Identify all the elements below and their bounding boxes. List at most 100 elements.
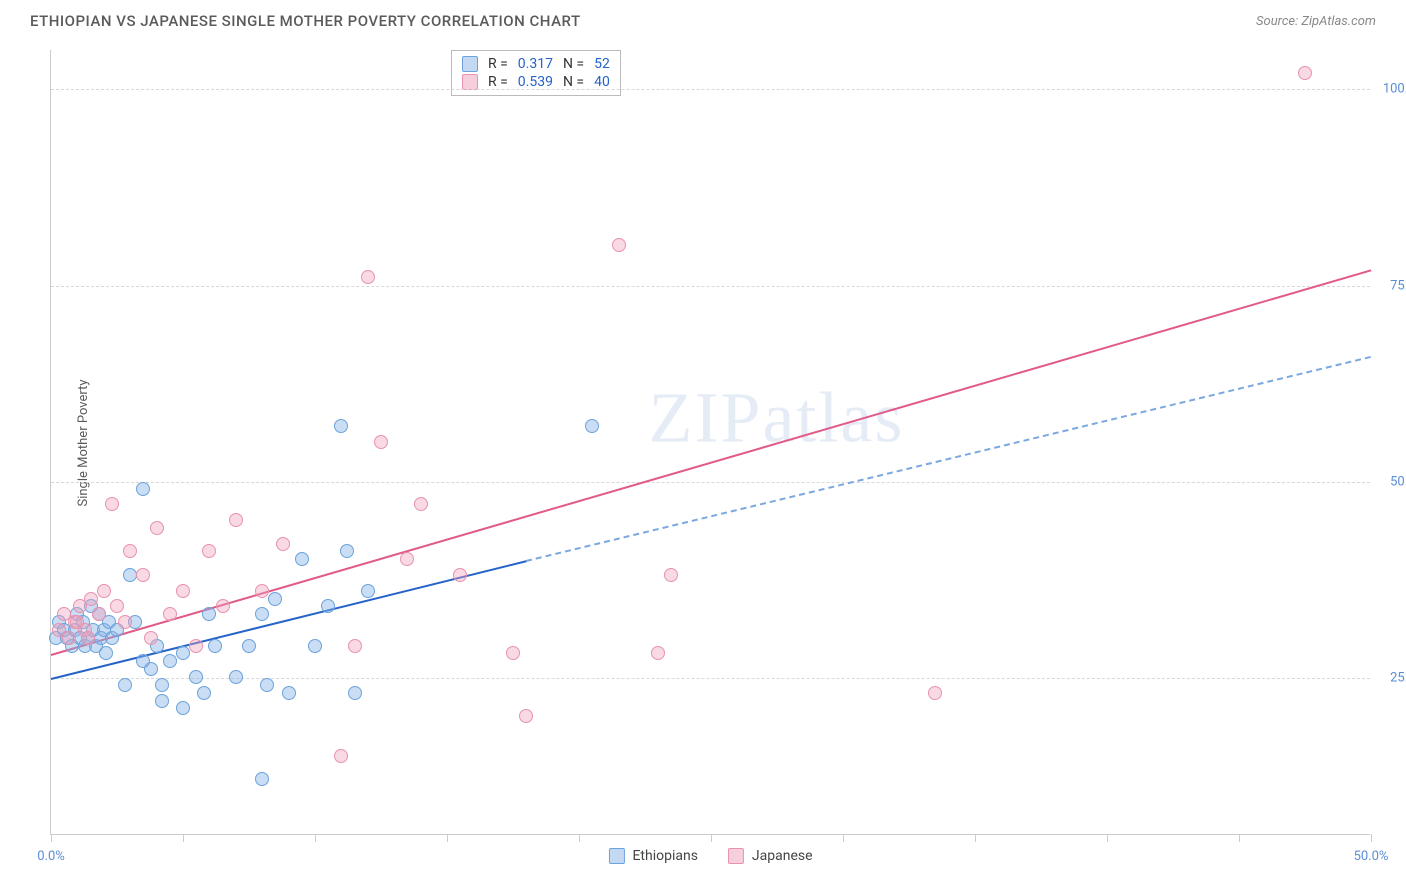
x-tick-label: 0.0% <box>37 849 65 864</box>
scatter-marker <box>176 646 190 660</box>
y-tick-label: 50.0% <box>1390 474 1406 489</box>
scatter-marker <box>176 701 190 715</box>
scatter-marker <box>62 631 76 645</box>
y-tick-label: 100.0% <box>1383 82 1406 97</box>
x-tick <box>447 834 448 842</box>
scatter-marker <box>208 639 222 653</box>
scatter-marker <box>276 537 290 551</box>
scatter-marker <box>340 544 354 558</box>
scatter-marker <box>144 631 158 645</box>
x-tick <box>1239 834 1240 842</box>
scatter-marker <box>1298 66 1312 80</box>
x-tick <box>975 834 976 842</box>
x-tick <box>1371 834 1372 842</box>
swatch-blue-icon <box>462 56 478 72</box>
scatter-marker <box>81 631 95 645</box>
stats-row-ethiopians: R = 0.317 N = 52 <box>462 55 610 73</box>
scatter-marker <box>414 497 428 511</box>
scatter-marker <box>361 270 375 284</box>
scatter-marker <box>155 694 169 708</box>
scatter-marker <box>70 615 84 629</box>
scatter-marker <box>255 607 269 621</box>
scatter-marker <box>123 544 137 558</box>
scatter-marker <box>99 646 113 660</box>
scatter-marker <box>163 607 177 621</box>
x-tick <box>315 834 316 842</box>
plot-area: ZIPatlas R = 0.317 N = 52 R = 0.539 N = … <box>50 50 1370 835</box>
n-value-ethiopians: 52 <box>594 56 610 72</box>
bottom-legend: Ethiopians Japanese <box>608 848 812 864</box>
scatter-marker <box>260 678 274 692</box>
scatter-marker <box>585 419 599 433</box>
x-tick <box>579 834 580 842</box>
legend-item-ethiopians: Ethiopians <box>608 848 697 864</box>
scatter-marker <box>105 497 119 511</box>
scatter-marker <box>348 686 362 700</box>
scatter-marker <box>155 678 169 692</box>
x-tick <box>183 834 184 842</box>
scatter-marker <box>268 592 282 606</box>
n-label: N = <box>563 56 584 72</box>
scatter-marker <box>163 654 177 668</box>
n-value-japanese: 40 <box>594 74 610 90</box>
x-tick <box>843 834 844 842</box>
scatter-marker <box>118 678 132 692</box>
grid-line <box>51 482 1370 483</box>
x-tick <box>51 834 52 842</box>
scatter-marker <box>361 584 375 598</box>
scatter-marker <box>308 639 322 653</box>
scatter-marker <box>400 552 414 566</box>
grid-line <box>51 286 1370 287</box>
scatter-marker <box>664 568 678 582</box>
legend-label: Japanese <box>752 848 813 864</box>
scatter-marker <box>453 568 467 582</box>
scatter-marker <box>506 646 520 660</box>
scatter-marker <box>282 686 296 700</box>
scatter-marker <box>928 686 942 700</box>
scatter-marker <box>197 686 211 700</box>
scatter-marker <box>651 646 665 660</box>
x-tick <box>711 834 712 842</box>
source-label: Source: ZipAtlas.com <box>1256 14 1376 29</box>
x-tick-label: 50.0% <box>1354 849 1389 864</box>
r-label: R = <box>488 56 508 72</box>
swatch-pink-icon <box>462 74 478 90</box>
r-value-japanese: 0.539 <box>518 74 553 90</box>
chart-title: ETHIOPIAN VS JAPANESE SINGLE MOTHER POVE… <box>30 12 581 30</box>
scatter-marker <box>334 749 348 763</box>
scatter-marker <box>189 670 203 684</box>
scatter-marker <box>612 238 626 252</box>
swatch-pink-icon <box>728 848 744 864</box>
scatter-marker <box>136 568 150 582</box>
legend-item-japanese: Japanese <box>728 848 813 864</box>
n-label: N = <box>563 74 584 90</box>
scatter-marker <box>334 419 348 433</box>
trend-line <box>51 270 1372 657</box>
scatter-marker <box>216 599 230 613</box>
scatter-marker <box>229 513 243 527</box>
scatter-marker <box>136 482 150 496</box>
scatter-marker <box>136 654 150 668</box>
watermark: ZIPatlas <box>648 377 904 460</box>
scatter-marker <box>202 607 216 621</box>
scatter-marker <box>242 639 256 653</box>
legend-label: Ethiopians <box>632 848 697 864</box>
scatter-marker <box>229 670 243 684</box>
trend-line <box>526 356 1371 562</box>
scatter-marker <box>321 599 335 613</box>
scatter-marker <box>348 639 362 653</box>
scatter-marker <box>176 584 190 598</box>
x-tick <box>1107 834 1108 842</box>
scatter-marker <box>92 607 106 621</box>
scatter-marker <box>295 552 309 566</box>
scatter-marker <box>255 772 269 786</box>
r-value-ethiopians: 0.317 <box>518 56 553 72</box>
scatter-marker <box>97 584 111 598</box>
grid-line <box>51 89 1370 90</box>
scatter-marker <box>519 709 533 723</box>
scatter-marker <box>255 584 269 598</box>
y-tick-label: 75.0% <box>1390 278 1406 293</box>
r-label: R = <box>488 74 508 90</box>
scatter-marker <box>118 615 132 629</box>
y-tick-label: 25.0% <box>1390 671 1406 686</box>
